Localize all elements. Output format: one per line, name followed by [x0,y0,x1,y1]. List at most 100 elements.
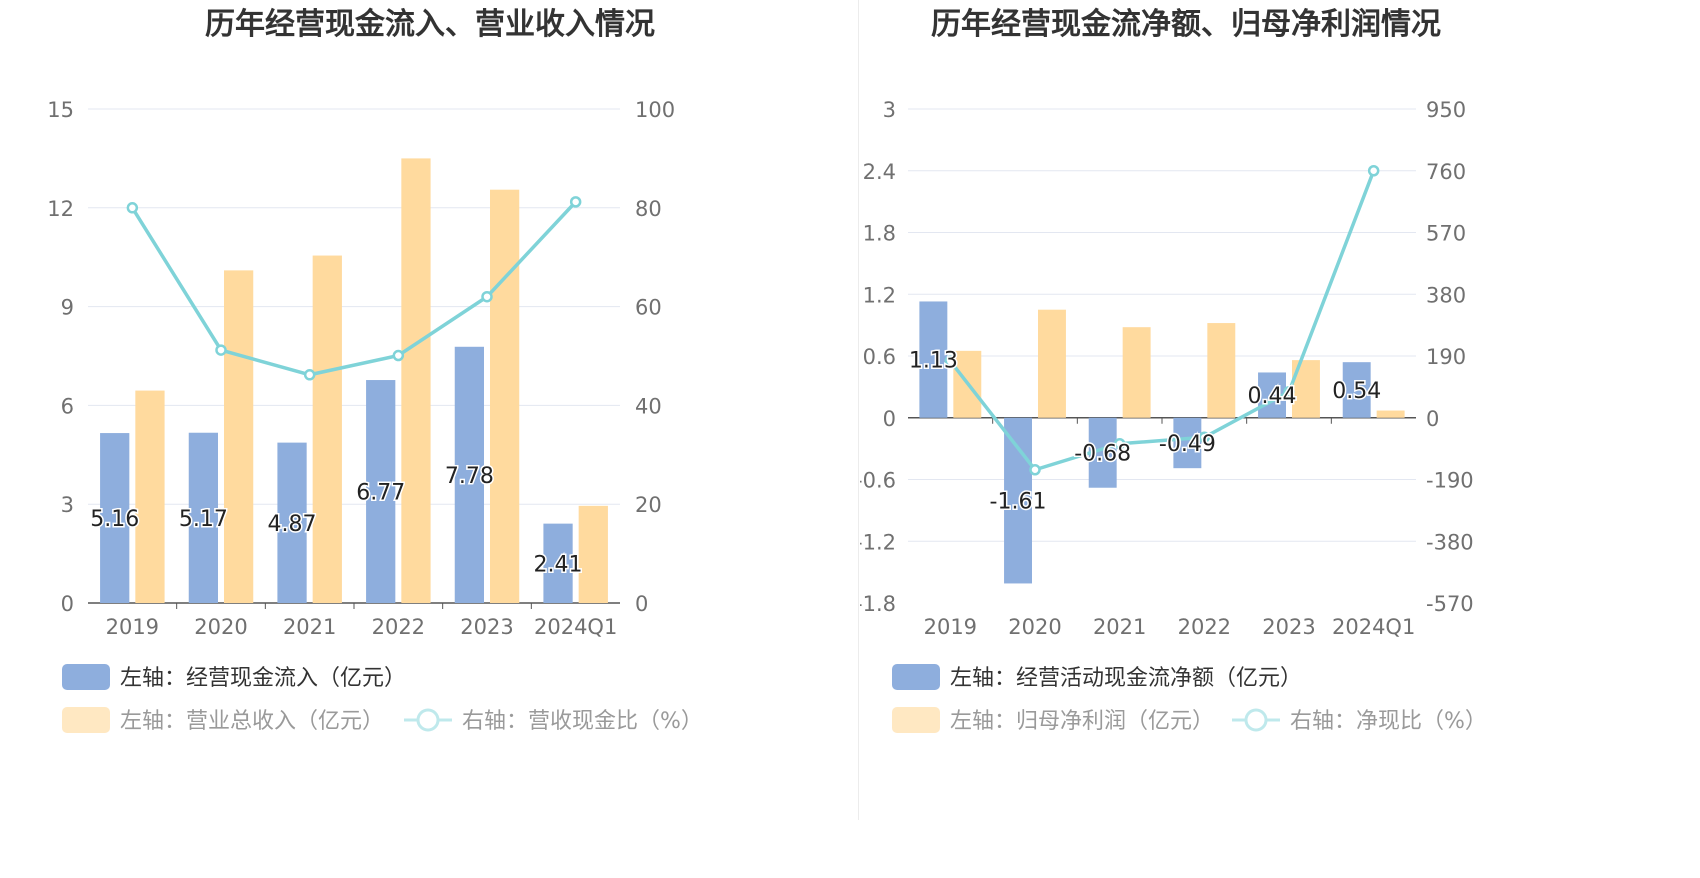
bar-series2 [224,270,254,603]
bar-series2 [135,390,165,603]
chart-title: 历年经营现金流净额、归母净利润情况 [931,7,1441,42]
bar-series2 [1038,309,1066,418]
bar-series1 [1342,362,1371,418]
bar-data-label: 7.78 [445,464,494,489]
legend-swatch-series1 [62,664,110,690]
chart-panel-cash-inflow-revenue: 历年经营现金流入、营业收入情况 0 3 6 9 12 15 0 20 40 60 80 100 2019 2… [47,7,703,734]
x-axis-label: 2020 [1008,615,1061,639]
bar-series1 [366,380,396,603]
bar-data-label: 0.44 [1248,384,1297,409]
legend-label-series3: 右轴：营收现金比（%） [462,709,703,734]
line-point [569,196,582,208]
legend-label-series2: 左轴：营业总收入（亿元） [120,709,384,734]
line-point [1198,431,1211,443]
bar-data-label: -0.68 [1074,442,1131,467]
bar-data-label: 6.77 [356,481,405,506]
right-axis-tick: 20 [635,493,662,517]
bar-series1 [188,432,218,603]
line-point [1113,438,1126,450]
left-axis-tick: 3 [883,98,896,122]
legend-swatch-series1 [892,664,940,690]
legend-label-series1: 左轴：经营活动现金流净额（亿元） [950,666,1302,691]
left-axis-tick: 0.6 [863,345,896,369]
chart-cash-inflow-revenue: 历年经营现金流入、营业收入情况 0 3 6 9 12 15 0 20 40 60 80 100 2019 2… [47,7,703,734]
legend-label-series1: 左轴：经营现金流入（亿元） [120,666,406,691]
line-point [126,202,139,214]
line-point [1029,464,1041,476]
bar-series1 [100,433,130,603]
line-point [944,355,957,367]
left-axis-tick: -1.8 [860,592,896,616]
bar-data-label: 5.17 [179,507,228,532]
x-axis-label: 2023 [460,615,513,639]
bar-series1 [277,442,307,603]
x-axis-label: 2020 [194,615,247,639]
right-axis-tick: 950 [1426,98,1466,122]
bar-series1 [543,523,573,603]
left-axis-tick: 9 [61,296,74,320]
right-axis-tick: 60 [635,296,662,320]
x-axis-label: 2024Q1 [534,615,617,639]
x-axis-label: 2024Q1 [1332,615,1415,639]
legend-swatch-series2 [62,707,110,733]
left-axis-tick: 1.2 [863,283,896,307]
bar-series2 [401,158,431,603]
left-axis-tick: 15 [47,98,74,122]
panel-divider [858,0,859,820]
bar-series2 [490,189,520,604]
bar-series2 [1376,410,1405,418]
right-axis-tick: 40 [635,394,662,418]
right-axis-tick: 100 [635,98,675,122]
chart-title: 历年经营现金流入、营业收入情况 [205,7,655,42]
bar-series1 [1173,417,1202,469]
right-axis-tick: 760 [1426,160,1466,184]
x-axis-label: 2019 [106,615,159,639]
x-axis-label: 2021 [1093,615,1146,639]
legend-swatch-series2 [892,707,940,733]
chart-panel-net-cashflow-profit: 历年经营现金流净额、归母净利润情况 -1.8 -1.2 -0.6 0 0.6 1.2 1.8 2… [855,0,1700,874]
bar-data-label: 4.87 [268,512,317,537]
bar-series2 [1122,327,1151,418]
x-axis-label: 2022 [372,615,425,639]
right-axis-tick: 190 [1426,345,1466,369]
series-line [948,170,1376,472]
right-axis-tick: 570 [1426,222,1466,246]
bar-data-label: -0.49 [1159,432,1216,457]
bar-data-label: 5.16 [90,507,139,532]
legend-label-series3: 右轴：净现比（%） [1290,709,1487,734]
bar-series1 [919,301,948,418]
legend-marker-series3 [1244,708,1268,732]
left-axis-tick: 1.8 [863,222,896,246]
left-axis-tick: -0.6 [860,469,896,493]
legend-label-series2: 左轴：归母净利润（亿元） [950,709,1214,734]
left-axis-tick: 3 [61,493,74,517]
bar-data-label: 1.13 [909,349,958,374]
right-axis-tick: -380 [1426,530,1474,554]
right-axis-tick: 0 [635,592,648,616]
legend-marker-series3 [416,708,440,732]
bar-series2 [312,255,342,603]
x-axis-label: 2021 [283,615,336,639]
line-point [215,344,227,356]
x-axis-label: 2023 [1262,615,1315,639]
left-axis-tick: 0 [883,407,896,431]
series-line [130,200,577,377]
right-axis-tick: 0 [1426,407,1439,431]
bar-series2 [578,505,608,603]
bar-data-label: 2.41 [534,552,583,577]
left-axis-tick: 6 [61,394,74,418]
bar-data-label: -1.61 [990,490,1047,515]
line-point [1367,165,1380,177]
right-axis-tick: 380 [1426,283,1466,307]
left-axis-tick: 12 [47,197,74,221]
line-point [392,349,405,362]
right-axis-tick: -570 [1426,592,1474,616]
bar-data-label: 0.54 [1332,379,1381,404]
x-axis-label: 2022 [1178,615,1231,639]
bar-series1 [454,346,484,603]
left-axis-tick: -1.2 [860,530,896,554]
line-point [481,290,493,303]
line-point [303,369,316,381]
left-axis-tick: 2.4 [863,160,896,184]
right-axis-tick: -190 [1426,469,1474,493]
